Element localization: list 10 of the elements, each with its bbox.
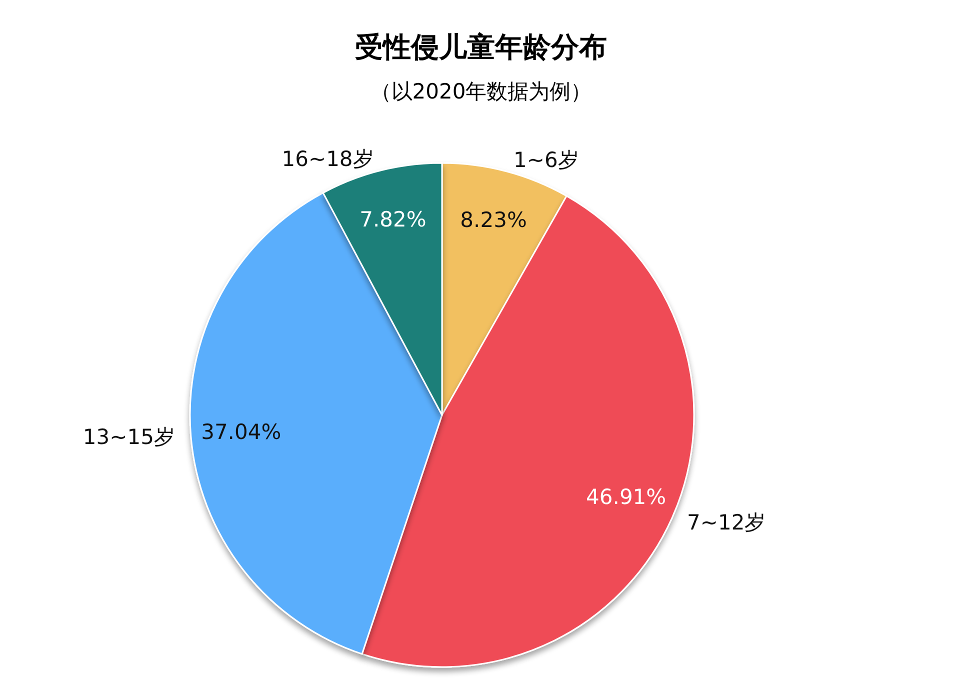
data-label: 8.23%: [460, 208, 527, 232]
data-label: 46.91%: [586, 485, 666, 510]
data-label: 7.82%: [360, 207, 426, 232]
chart-subtitle: （以2020年数据为例）: [370, 80, 592, 104]
data-label: 37.04%: [201, 420, 282, 444]
slice-label: 16~18岁: [282, 146, 374, 171]
chart-title: 受性侵儿童年龄分布: [355, 30, 607, 64]
slice-label: 1~6岁: [514, 148, 579, 172]
slice-label: 7~12岁: [687, 510, 766, 535]
slice-label: 13~15岁: [82, 425, 175, 450]
